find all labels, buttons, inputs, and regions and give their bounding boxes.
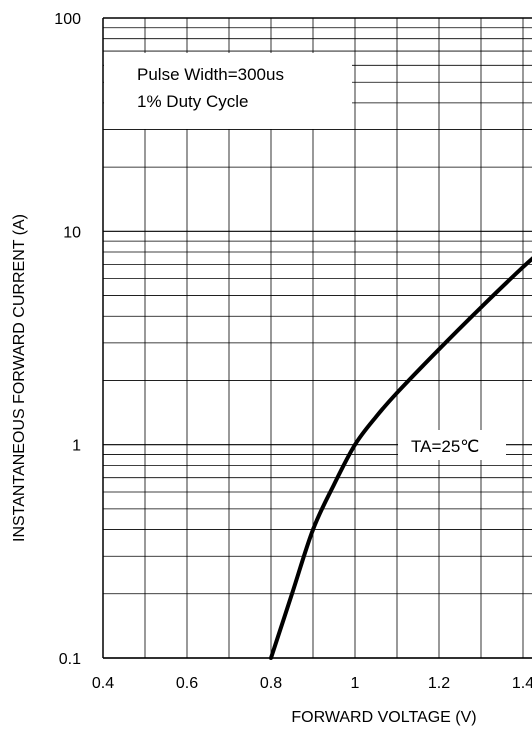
x-axis-title: FORWARD VOLTAGE (V) (291, 709, 476, 726)
y-axis-title: INSTANTANEOUS FORWARD CURRENT (A) (11, 214, 28, 542)
data-point (522, 266, 524, 268)
chart-grid (102, 18, 532, 659)
series-layer (269, 256, 532, 660)
plot-frame (102, 17, 532, 659)
x-tick-label: 0.6 (176, 675, 198, 692)
y-tick-label: 10 (63, 224, 81, 241)
data-point (480, 306, 482, 308)
annotation-layer: Pulse Width=300us 1% Duty Cycle TA=25℃ (104, 53, 506, 460)
curve-label: TA=25℃ (411, 437, 479, 456)
tick-labels: 0.4 0.6 0.8 1 1.2 1.4 0.1 1 10 100 (54, 11, 532, 692)
x-tick-label: 1.2 (428, 675, 450, 692)
conditions-box (104, 53, 352, 129)
data-point (375, 416, 377, 418)
data-point (333, 484, 335, 486)
y-tick-label: 0.1 (59, 651, 81, 668)
data-point (312, 529, 314, 531)
pulse-width-label: Pulse Width=300us (137, 65, 284, 84)
y-tick-label: 1 (72, 438, 81, 455)
x-tick-label: 1.4 (512, 675, 532, 692)
duty-cycle-label: 1% Duty Cycle (137, 92, 248, 111)
x-tick-label: 1 (351, 675, 360, 692)
y-tick-label: 100 (54, 11, 81, 28)
curve-label-box (398, 430, 506, 460)
data-point (354, 444, 356, 446)
x-tick-label: 0.8 (260, 675, 282, 692)
data-point (270, 657, 272, 659)
data-point (438, 348, 440, 350)
data-point (396, 392, 398, 394)
x-tick-label: 0.4 (92, 675, 114, 692)
data-point (291, 593, 293, 595)
